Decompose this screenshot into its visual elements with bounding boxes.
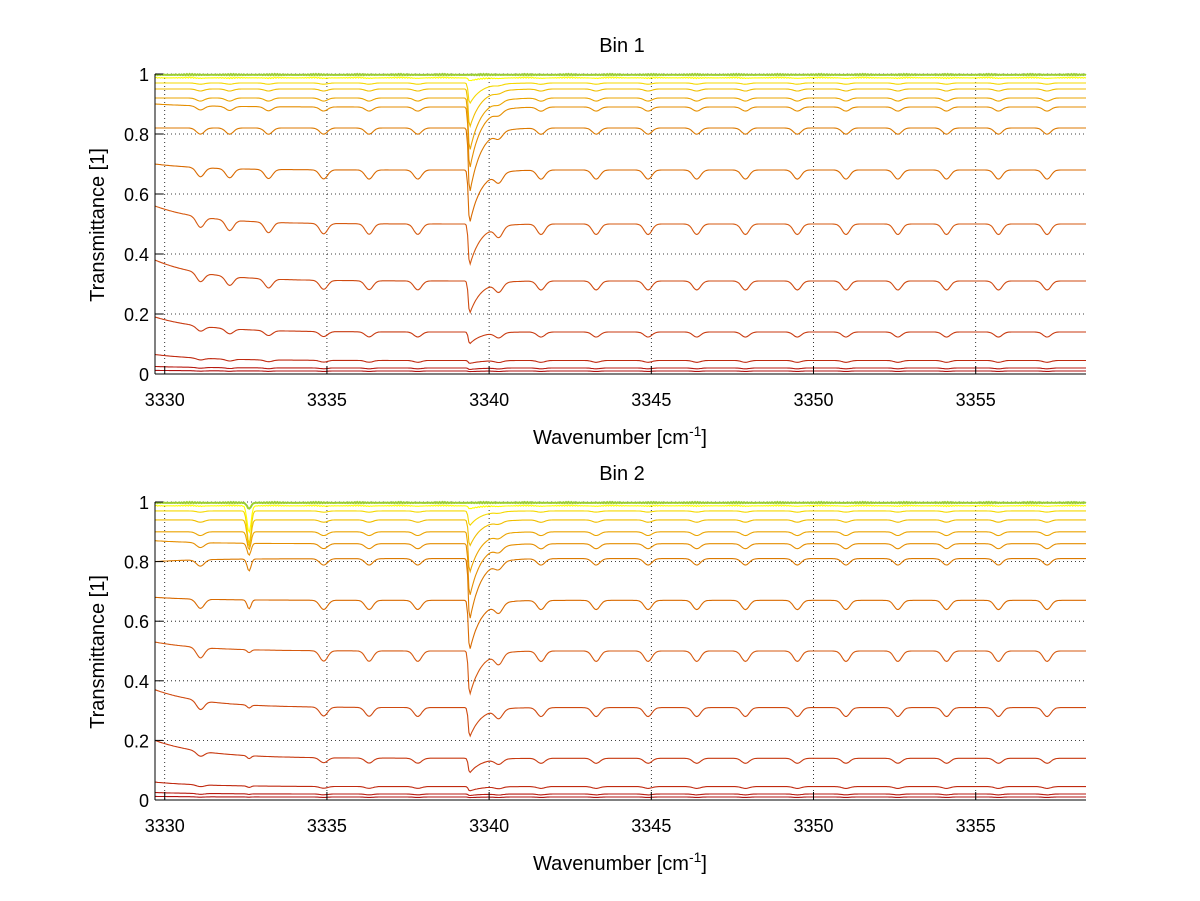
- series-line: [154, 689, 1086, 738]
- series-line: [154, 163, 1086, 222]
- y-tick-label: 0.8: [124, 125, 149, 145]
- y-tick-label: 1: [139, 65, 149, 85]
- y-tick-label: 0.2: [124, 731, 149, 751]
- x-tick-label: 3350: [793, 816, 833, 836]
- x-tick-label: 3330: [145, 816, 185, 836]
- series-line: [154, 76, 1087, 82]
- subplot-bin-2: Bin 2 3330 3335 3340 3345 3350 3355 0 0.2 0.4 0.6…: [87, 463, 1087, 875]
- x-tick-label: 3330: [145, 390, 185, 410]
- series-line: [154, 353, 1086, 364]
- plot-area: 3330 3335 3340 3345 3350 3355 0 0.2 0.4 0.6 0.8 1: [124, 65, 1087, 410]
- y-tick-label: 0.6: [124, 185, 149, 205]
- series-line: [155, 365, 1086, 370]
- series-line: [155, 97, 1086, 150]
- series-line: [154, 103, 1086, 168]
- series-line: [155, 369, 1086, 373]
- series-line: [154, 781, 1086, 792]
- x-axis-label-superscript: -1: [689, 849, 702, 865]
- series-line: [154, 205, 1086, 267]
- subplot-bin-1: Bin 1 3330 3335 3340 3345 3350 3355 0 0.2 0.4 0.6…: [87, 35, 1087, 449]
- y-axis-label: Transmittance [1]: [87, 148, 109, 302]
- series-line: [155, 82, 1086, 105]
- y-tick-label: 1: [139, 493, 149, 513]
- series-line: [154, 791, 1086, 797]
- y-tick-label: 0.6: [124, 612, 149, 632]
- x-tick-label: 3335: [307, 816, 347, 836]
- x-tick-label: 3345: [631, 390, 671, 410]
- x-axis-label-main: Wavenumber [cm: [533, 427, 689, 449]
- series-line: [154, 72, 1087, 77]
- series-line: [154, 504, 1087, 534]
- y-tick-label: 0: [139, 791, 149, 811]
- x-axis-label-main: Wavenumber [cm: [533, 853, 689, 875]
- x-axis-label: Wavenumber [cm-1]: [533, 423, 707, 449]
- series-line: [155, 510, 1086, 546]
- x-axis-label: Wavenumber [cm-1]: [533, 849, 707, 875]
- series-line: [154, 500, 1087, 510]
- series-line: [154, 558, 1086, 619]
- plot-area: 3330 3335 3340 3345 3350 3355 0 0.2 0.4 0.6 0.8 1: [124, 493, 1087, 836]
- series-line: [155, 596, 1086, 649]
- y-tick-label: 0.4: [124, 245, 149, 265]
- y-tick-label: 0.4: [124, 672, 149, 692]
- y-axis-label: Transmittance [1]: [87, 575, 109, 729]
- y-tick-label: 0.2: [124, 305, 149, 325]
- x-tick-label: 3355: [956, 390, 996, 410]
- series-line: [154, 316, 1086, 345]
- y-tick-label: 0.8: [124, 553, 149, 573]
- x-axis-label-end: ]: [701, 427, 707, 449]
- x-axis-label-end: ]: [701, 853, 707, 875]
- subplot-title: Bin 2: [599, 463, 645, 485]
- series-line: [155, 88, 1086, 129]
- series-line: [154, 259, 1086, 315]
- x-tick-label: 3350: [793, 390, 833, 410]
- x-tick-label: 3355: [956, 816, 996, 836]
- series-line: [154, 540, 1086, 595]
- x-tick-label: 3335: [307, 390, 347, 410]
- x-tick-label: 3345: [631, 816, 671, 836]
- x-axis-label-superscript: -1: [689, 423, 702, 439]
- series-line: [155, 127, 1086, 192]
- x-tick-label: 3340: [469, 390, 509, 410]
- y-tick-label: 0: [139, 365, 149, 385]
- series-line: [155, 795, 1086, 799]
- series-line: [155, 519, 1086, 549]
- subplot-title: Bin 1: [599, 35, 645, 57]
- series-line: [154, 739, 1086, 774]
- series-line: [155, 531, 1086, 574]
- x-tick-label: 3340: [469, 816, 509, 836]
- series-line: [154, 641, 1086, 696]
